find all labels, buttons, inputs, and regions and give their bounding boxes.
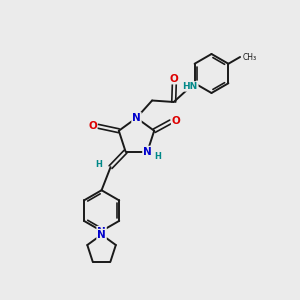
Text: CH₃: CH₃ (242, 52, 256, 62)
Text: N: N (97, 230, 106, 240)
Text: H: H (154, 152, 161, 160)
Text: N: N (132, 113, 141, 123)
Text: O: O (172, 116, 181, 126)
Text: H: H (95, 160, 102, 169)
Text: N: N (143, 146, 152, 157)
Text: HN: HN (183, 82, 198, 91)
Text: O: O (88, 121, 97, 131)
Text: N: N (97, 226, 106, 237)
Text: O: O (170, 74, 179, 84)
